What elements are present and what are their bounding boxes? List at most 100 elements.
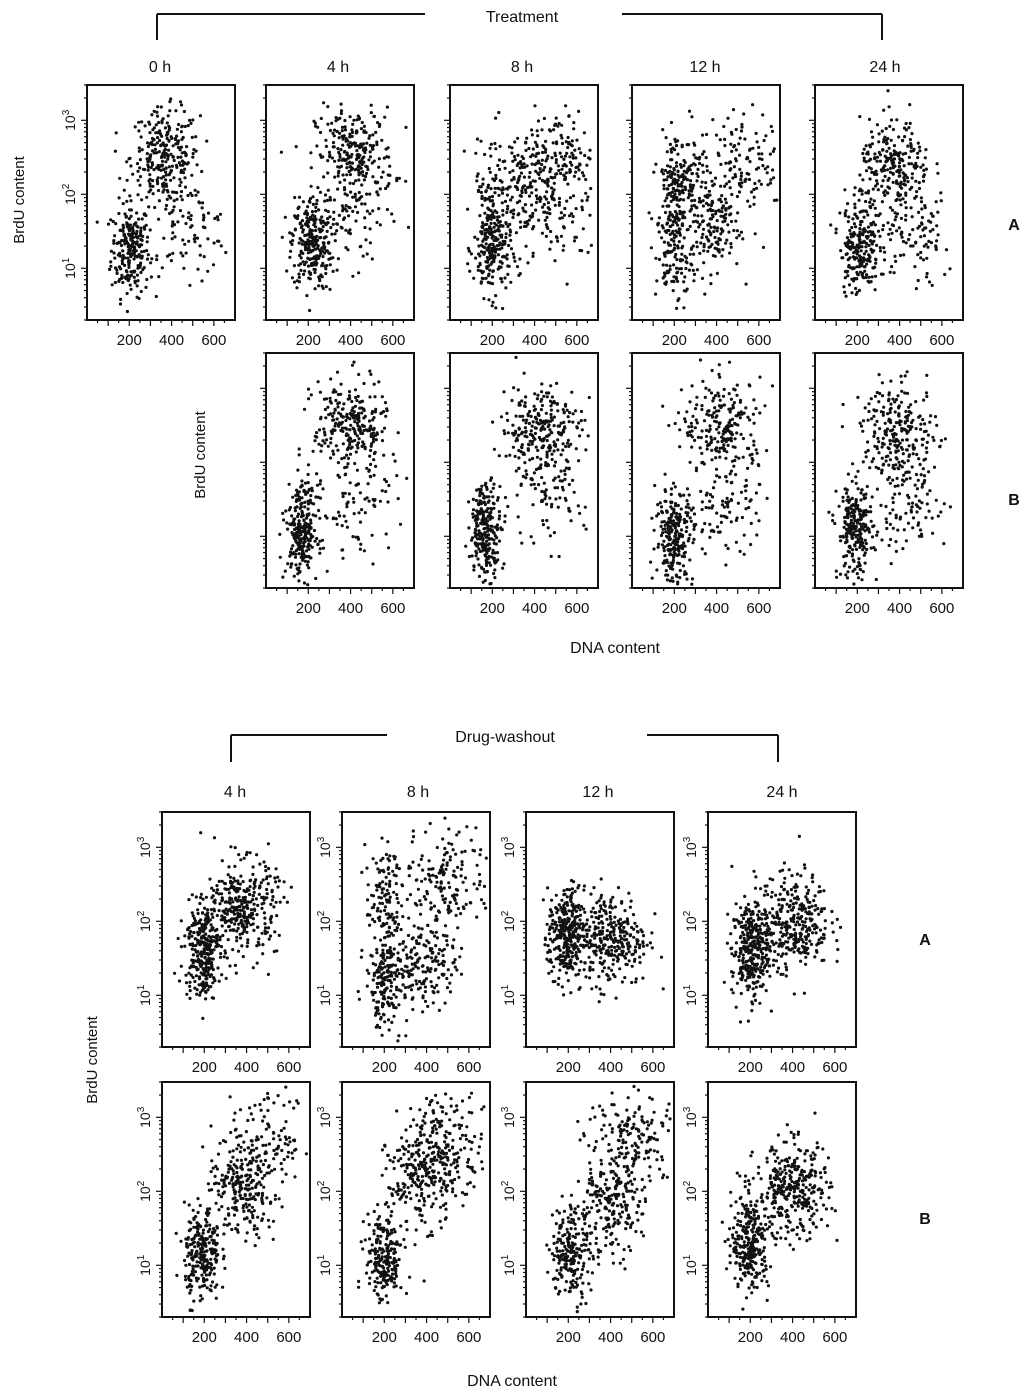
data-point — [881, 228, 885, 232]
data-point — [311, 513, 315, 517]
data-point — [123, 233, 127, 237]
data-point — [475, 521, 479, 525]
data-point — [367, 136, 371, 140]
data-point — [167, 128, 171, 132]
data-point — [137, 296, 141, 301]
data-point — [348, 232, 352, 236]
data-point — [560, 123, 564, 127]
data-point — [563, 472, 567, 476]
data-point — [124, 236, 128, 240]
data-point — [891, 127, 896, 132]
data-point — [354, 131, 358, 135]
data-point — [111, 219, 115, 224]
data-point — [677, 240, 681, 244]
data-point — [897, 165, 902, 169]
data-point — [296, 572, 300, 576]
data-point — [331, 222, 335, 226]
data-point — [358, 547, 362, 551]
data-point — [527, 218, 532, 222]
washout-col-label-24h: 24 h — [766, 784, 797, 801]
data-point — [916, 151, 920, 155]
data-point — [326, 444, 330, 448]
data-point — [748, 148, 752, 152]
data-point — [672, 194, 676, 199]
data-point — [506, 504, 510, 509]
data-point — [740, 412, 744, 416]
data-point — [545, 395, 549, 399]
data-point — [913, 196, 917, 200]
data-point — [345, 465, 349, 469]
data-point — [309, 184, 313, 188]
data-point — [156, 105, 160, 109]
data-point — [293, 509, 297, 513]
data-point — [542, 481, 546, 485]
data-point — [755, 186, 759, 190]
data-point — [338, 116, 342, 120]
data-point — [689, 179, 693, 183]
data-point — [524, 469, 528, 473]
data-point — [339, 148, 343, 152]
data-point — [900, 235, 904, 239]
data-point — [140, 238, 144, 242]
data-point — [315, 431, 319, 435]
data-point — [350, 128, 354, 132]
data-point — [855, 277, 859, 281]
data-point — [650, 217, 654, 221]
data-point — [893, 152, 897, 156]
data-point — [480, 276, 484, 280]
data-point — [866, 279, 870, 283]
data-point — [128, 283, 132, 287]
data-point — [929, 241, 934, 245]
data-point — [345, 166, 349, 170]
data-point — [493, 209, 497, 213]
x-tick-label: 600 — [929, 332, 954, 349]
data-point — [138, 183, 142, 187]
data-point — [490, 275, 495, 279]
data-point — [544, 234, 549, 238]
data-point — [475, 551, 479, 555]
data-point — [561, 408, 565, 412]
data-point — [679, 533, 684, 537]
data-point — [361, 156, 365, 160]
data-point — [568, 196, 573, 200]
data-point — [335, 222, 340, 226]
data-point — [917, 210, 921, 214]
data-point — [562, 173, 566, 177]
data-point — [487, 197, 491, 201]
data-point — [695, 395, 699, 399]
data-point — [302, 581, 307, 585]
data-point — [700, 220, 705, 224]
data-point — [682, 551, 686, 556]
data-point — [728, 205, 732, 209]
data-point — [713, 235, 717, 240]
data-point — [329, 436, 333, 441]
data-point — [375, 432, 379, 436]
data-point — [524, 421, 528, 425]
data-point — [731, 403, 735, 407]
data-point — [524, 244, 528, 248]
data-point — [683, 275, 687, 279]
data-point — [913, 265, 917, 269]
data-point — [911, 228, 915, 232]
data-point — [663, 210, 668, 215]
data-point — [704, 156, 708, 160]
data-point — [846, 202, 850, 206]
data-point — [356, 152, 360, 157]
data-point — [721, 220, 725, 224]
data-point — [530, 191, 534, 195]
data-point — [156, 182, 160, 186]
data-point — [540, 403, 545, 408]
data-point — [308, 308, 312, 313]
data-point — [871, 230, 875, 234]
data-point — [324, 267, 328, 271]
data-point — [182, 109, 186, 114]
data-point — [494, 294, 498, 298]
data-point — [552, 197, 556, 201]
data-point — [528, 458, 532, 462]
data-point — [152, 109, 156, 113]
data-point — [306, 224, 310, 228]
data-point — [303, 559, 307, 563]
data-point — [711, 118, 715, 122]
data-point — [723, 197, 728, 201]
